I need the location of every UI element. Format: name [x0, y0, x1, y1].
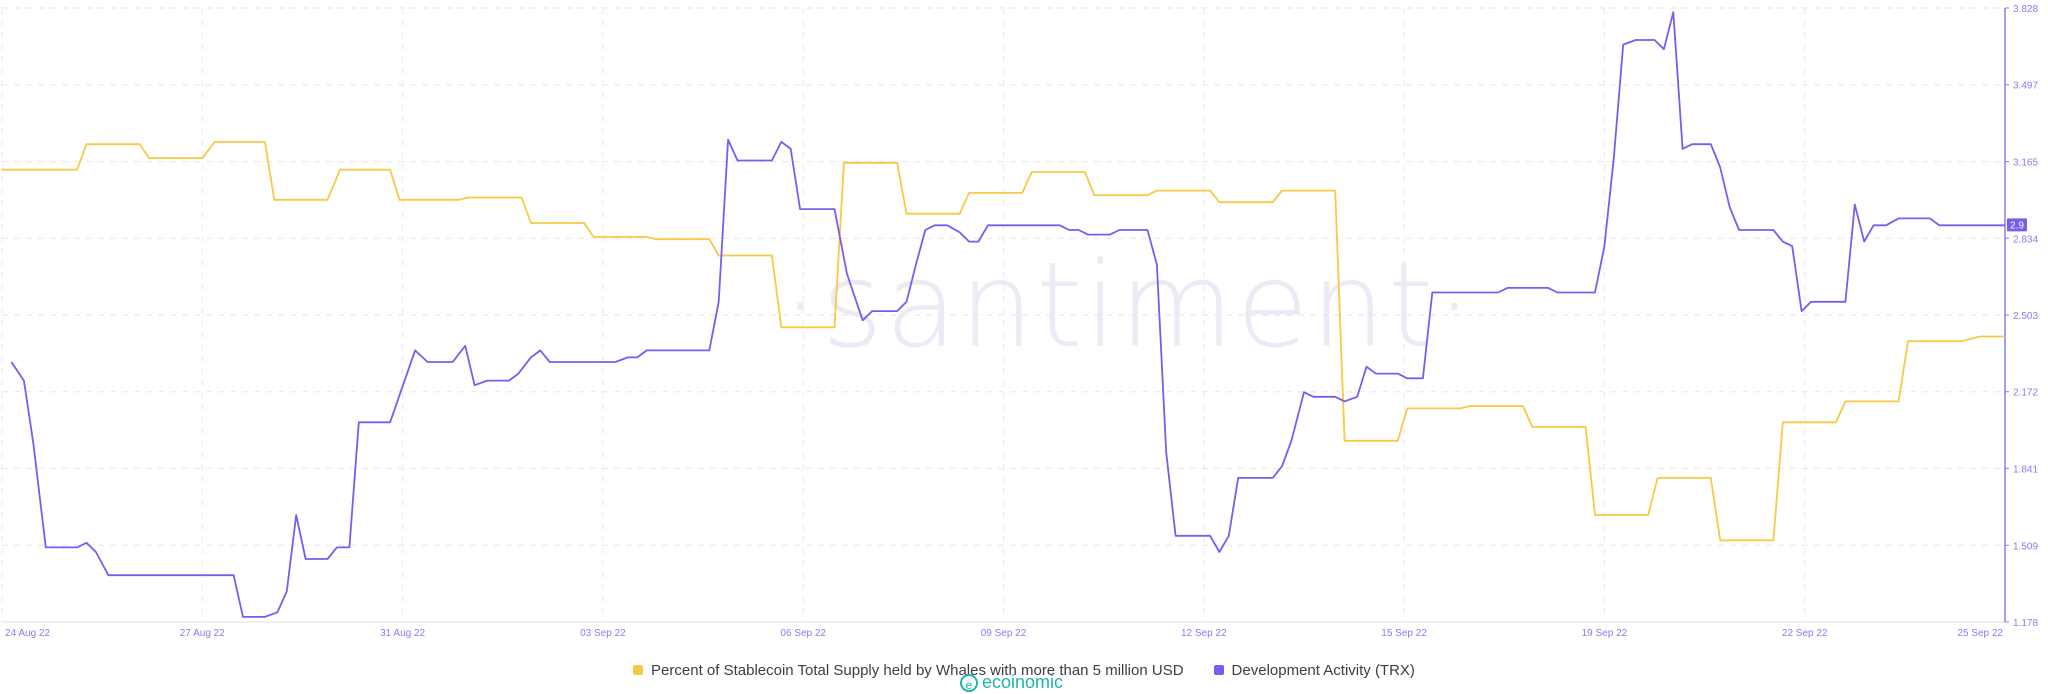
series-line-whale-supply — [2, 141, 2005, 542]
x-tick-label: 27 Aug 22 — [180, 628, 225, 639]
legend: Percent of Stablecoin Total Supply held … — [0, 658, 2048, 682]
x-tick-label: 06 Sep 22 — [780, 628, 826, 639]
y-tick-label: 1.509 — [2013, 541, 2038, 552]
y-tick-label: 3.828 — [2013, 4, 2038, 15]
legend-item-dev-activity[interactable]: Development Activity (TRX) — [1213, 661, 1415, 679]
y-tick-label: 3.497 — [2013, 81, 2038, 92]
y-tick-label: 1.841 — [2013, 464, 2038, 475]
current-value-label: 2.9 — [2010, 220, 2024, 231]
watermark: ·santiment· — [782, 236, 1476, 374]
legend-label-whale-supply: Percent of Stablecoin Total Supply held … — [651, 661, 1184, 679]
x-tick-label: 15 Sep 22 — [1381, 628, 1427, 639]
x-tick-label: 24 Aug 22 — [5, 628, 50, 639]
x-tick-label: 12 Sep 22 — [1181, 628, 1227, 639]
ecoinomic-logo: e ecoinomic — [960, 672, 1063, 693]
y-tick-label: 3.165 — [2013, 158, 2038, 169]
x-tick-label: 09 Sep 22 — [981, 628, 1027, 639]
brand-text: ecoinomic — [982, 672, 1064, 692]
x-tick-label: 19 Sep 22 — [1582, 628, 1628, 639]
x-tick-label: 25 Sep 22 — [1957, 628, 2003, 639]
y-tick-label: 2.172 — [2013, 388, 2038, 399]
x-tick-label: 22 Sep 22 — [1782, 628, 1828, 639]
x-tick-label: 03 Sep 22 — [580, 628, 626, 639]
current-value-badge — [2007, 218, 2027, 232]
y-tick-label: 2.834 — [2013, 234, 2038, 245]
legend-swatch-whale-supply — [633, 665, 644, 675]
y-tick-label: 1.178 — [2013, 618, 2038, 629]
legend-label-dev-activity: Development Activity (TRX) — [1231, 661, 1415, 679]
legend-swatch-dev-activity — [1213, 665, 1224, 675]
e-circle-logo-icon: e — [960, 673, 978, 692]
y-tick-label: 2.503 — [2013, 311, 2038, 322]
legend-item-whale-supply[interactable]: Percent of Stablecoin Total Supply held … — [633, 662, 1184, 679]
series-line-dev-activity — [10, 11, 2005, 618]
x-tick-label: 31 Aug 22 — [380, 628, 425, 639]
